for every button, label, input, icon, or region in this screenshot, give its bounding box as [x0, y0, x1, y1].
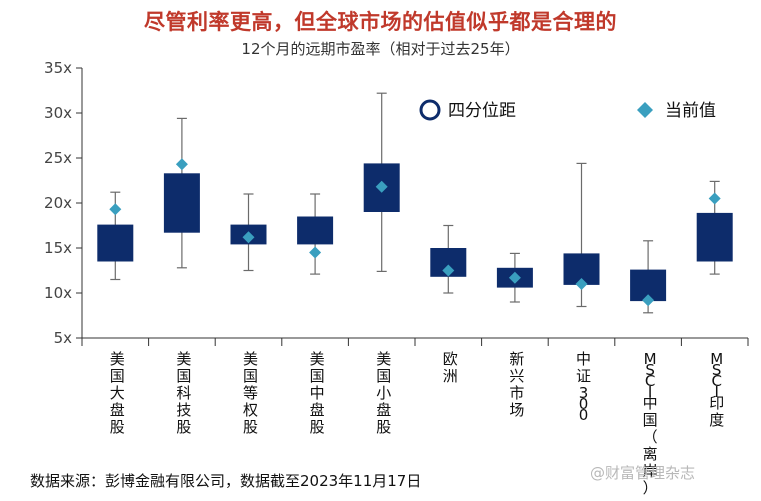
current-value-marker	[309, 246, 322, 259]
current-value-marker	[175, 158, 188, 171]
x-category-label: 美国小盘股	[376, 350, 391, 436]
current-value-marker	[508, 271, 521, 284]
data-source-note: 数据来源：彭博金融有限公司，数据截至2023年11月17日	[30, 472, 422, 490]
x-category-label: 美国等权股	[243, 350, 258, 436]
y-tick-label: 35x	[44, 59, 72, 77]
iqr-box	[97, 224, 134, 262]
chart-title: 尽管利率更高，但全球市场的估值似乎都是合理的	[144, 10, 617, 34]
x-category-label: 美国大盘股	[110, 350, 125, 436]
current-value-marker	[375, 180, 388, 193]
y-tick-label: 15x	[44, 239, 72, 257]
x-category-label: M S C I 中国（离岸）	[643, 350, 658, 497]
x-category-label: 中证 3 0 0	[576, 350, 591, 424]
legend-range-label: 四分位距	[448, 101, 516, 121]
iqr-box	[297, 216, 334, 245]
x-category-label: 新兴市场	[509, 350, 524, 419]
y-tick-label: 30x	[44, 104, 72, 122]
x-category-label: 美国科技股	[176, 350, 191, 436]
y-tick-label: 25x	[44, 149, 72, 167]
x-category-label: 欧洲	[443, 350, 458, 385]
y-tick-label: 10x	[44, 284, 72, 302]
legend-current-label: 当前值	[665, 101, 716, 121]
current-value-marker	[442, 264, 455, 277]
legend-current-icon	[637, 102, 653, 118]
x-category-label: M S C I 印度	[709, 350, 724, 429]
y-tick-label: 20x	[44, 194, 72, 212]
current-value-marker	[708, 192, 721, 205]
watermark: @财富管理杂志	[590, 464, 696, 482]
x-category-label: 美国中盘股	[310, 350, 325, 436]
legend-range-icon	[419, 99, 441, 121]
current-value-marker	[242, 231, 255, 244]
current-value-marker	[575, 278, 588, 290]
iqr-box	[696, 212, 733, 262]
current-value-marker	[642, 294, 655, 307]
current-value-marker	[109, 203, 122, 216]
iqr-box	[163, 173, 200, 233]
y-tick-label: 5x	[54, 329, 73, 347]
chart-subtitle: 12个月的远期市盈率（相对于过去25年）	[241, 40, 520, 58]
